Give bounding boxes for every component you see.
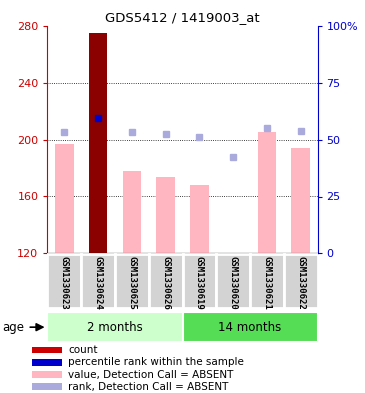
- FancyBboxPatch shape: [47, 312, 182, 342]
- Text: GSM1330624: GSM1330624: [93, 256, 103, 310]
- Text: rank, Detection Call = ABSENT: rank, Detection Call = ABSENT: [68, 382, 228, 392]
- Text: GSM1330625: GSM1330625: [127, 256, 137, 310]
- Bar: [291, 148, 310, 253]
- FancyBboxPatch shape: [250, 254, 284, 308]
- FancyBboxPatch shape: [216, 254, 250, 308]
- FancyBboxPatch shape: [182, 254, 216, 308]
- Bar: [89, 33, 107, 253]
- Text: 14 months: 14 months: [218, 321, 282, 334]
- Text: GSM1330620: GSM1330620: [228, 256, 238, 310]
- Bar: [123, 171, 141, 253]
- Text: GSM1330626: GSM1330626: [161, 256, 170, 310]
- Text: 2 months: 2 months: [87, 321, 143, 334]
- Text: GSM1330622: GSM1330622: [296, 256, 305, 310]
- Text: count: count: [68, 345, 97, 355]
- Bar: [156, 176, 175, 253]
- FancyBboxPatch shape: [149, 254, 182, 308]
- Text: value, Detection Call = ABSENT: value, Detection Call = ABSENT: [68, 369, 234, 380]
- Title: GDS5412 / 1419003_at: GDS5412 / 1419003_at: [105, 11, 260, 24]
- Bar: [32, 384, 62, 390]
- Text: percentile rank within the sample: percentile rank within the sample: [68, 357, 244, 367]
- FancyBboxPatch shape: [284, 254, 318, 308]
- Bar: [258, 132, 276, 253]
- Bar: [32, 371, 62, 378]
- Text: GSM1330623: GSM1330623: [60, 256, 69, 310]
- Bar: [32, 347, 62, 353]
- Text: age: age: [2, 321, 24, 334]
- FancyBboxPatch shape: [182, 312, 318, 342]
- FancyBboxPatch shape: [81, 254, 115, 308]
- Bar: [32, 359, 62, 365]
- Text: GSM1330619: GSM1330619: [195, 256, 204, 310]
- FancyBboxPatch shape: [115, 254, 149, 308]
- FancyBboxPatch shape: [47, 254, 81, 308]
- Bar: [190, 185, 209, 253]
- Bar: [55, 144, 74, 253]
- Text: GSM1330621: GSM1330621: [262, 256, 272, 310]
